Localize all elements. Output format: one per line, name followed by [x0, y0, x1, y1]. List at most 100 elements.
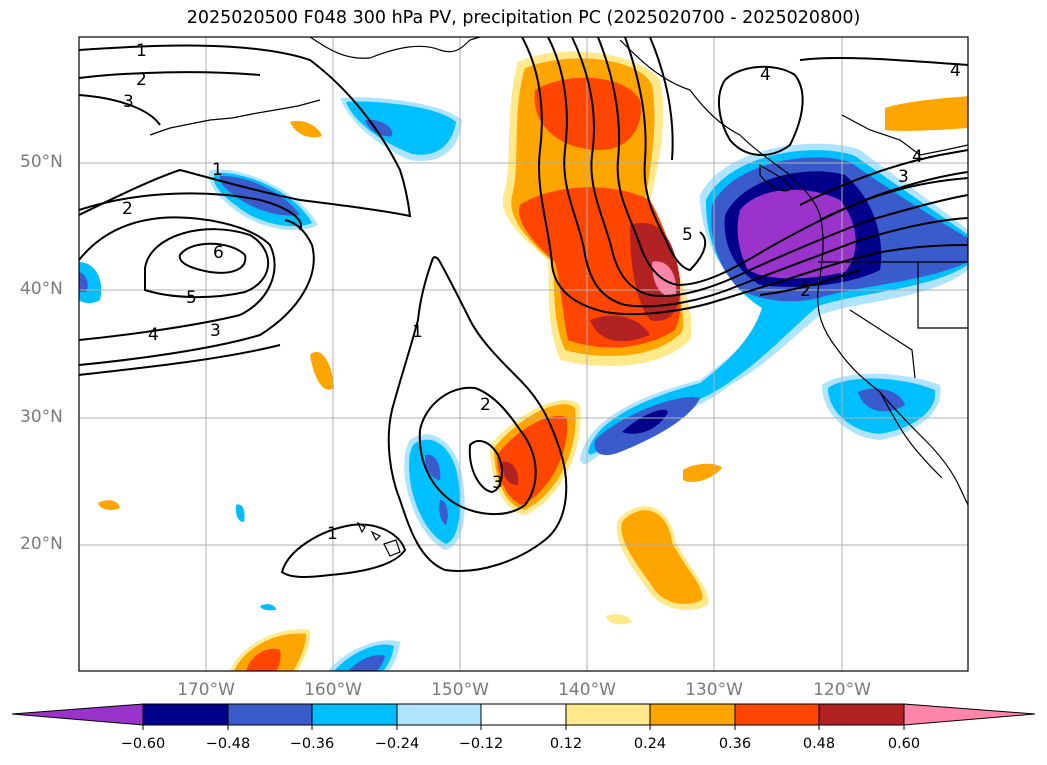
colorbar-tick-label: −0.36 [289, 736, 335, 752]
pv-contour-4-ne-b [799, 56, 969, 66]
alaska-coast [309, 36, 481, 59]
precip-shading [79, 51, 968, 671]
lat-label-40n: 40°N [20, 279, 63, 299]
colorbar-tick-label: 0.12 [549, 736, 583, 752]
colorbar-tick-label: −0.60 [120, 736, 166, 752]
contour-label: 4 [912, 147, 923, 167]
neg-pc-purple [737, 189, 856, 279]
pv-contour-1-south [280, 523, 407, 578]
colorbar-tick-label: −0.48 [205, 736, 251, 752]
pv-contour-1-central [387, 256, 568, 572]
colorbar [11, 703, 1036, 730]
pv-contour-2-central [418, 386, 537, 516]
colorbar-tick-label: 0.24 [633, 736, 667, 752]
pv-contour-6 [178, 242, 247, 274]
colorbar-tick-label: 0.36 [718, 736, 752, 752]
pv-contour-5 [144, 228, 270, 299]
neg-pc-sub-royal [425, 454, 441, 480]
contour-label: 5 [682, 225, 693, 245]
colorbar-tick-label: −0.24 [374, 736, 420, 752]
gridlines [79, 37, 968, 671]
neg-pc-sub-royal2 [439, 500, 448, 525]
lon-label-120w: 120°W [813, 680, 871, 700]
pos-pc-small-orange [683, 463, 722, 482]
contour-label: 2 [480, 395, 491, 415]
colorbar-segment [480, 703, 567, 726]
lon-label-170w: 170°W [177, 680, 235, 700]
pos-pc-blob-b [310, 351, 334, 390]
se-alaska-coast [619, 39, 821, 216]
contour-label: 3 [492, 473, 503, 493]
colorbar-tick-label: 0.60 [887, 736, 921, 752]
lat-label-30n: 30°N [20, 407, 63, 427]
canada-north-border [841, 114, 969, 156]
contour-label: 2 [122, 199, 133, 219]
pos-pc-se-orange [621, 510, 703, 604]
us-west-coast [817, 214, 969, 506]
neg-pc-blob-f [260, 604, 276, 611]
lon-label-140w: 140°W [558, 680, 616, 700]
pv-contour-jet-2 [547, 36, 969, 308]
lon-label-130w: 130°W [685, 680, 743, 700]
colorbar-segment [311, 703, 398, 726]
colorbar-segment [565, 703, 651, 726]
contour-label: 1 [136, 41, 147, 61]
contour-label: 1 [327, 524, 338, 544]
pv-contour-jet-1 [521, 36, 969, 316]
pv-contour-4 [78, 216, 276, 341]
colorbar-segment [396, 703, 482, 726]
pv-contour-2-west-b [78, 344, 281, 376]
neg-pc-navy-sw [622, 409, 668, 434]
pv-contour-1-nw [78, 44, 412, 218]
neg-pc-blob-e [235, 504, 245, 522]
bc-island [759, 163, 793, 192]
contour-label: 2 [136, 70, 147, 90]
precip-band-firebrick-south [590, 315, 650, 342]
pv-contour-jet-6 [649, 36, 674, 161]
pv-contour-2-east [759, 269, 861, 296]
contour-label: 3 [123, 92, 134, 112]
state-border-a [917, 262, 968, 329]
pos-pc-blob-c [98, 500, 120, 511]
colorbar-extend-left [11, 703, 144, 726]
pv-contour-3-nw [78, 94, 161, 126]
lat-label-50n: 50°N [20, 152, 63, 172]
neg-pc-west-edge [79, 262, 102, 304]
lat-label-20n: 20°N [20, 534, 63, 554]
pv-contour-4-ne [718, 65, 804, 157]
lon-label-150w: 150°W [431, 680, 489, 700]
neg-pc-bottom-royal [348, 654, 385, 671]
contour-label: 3 [210, 321, 221, 341]
baja-peninsula [879, 391, 943, 479]
contour-label: 3 [898, 167, 909, 187]
contour-label: 4 [950, 61, 961, 81]
pv-contours [78, 36, 969, 578]
pv-contour-3-east [819, 177, 969, 221]
pv-contour-jet-3 [571, 36, 969, 297]
pv-contour-3-central [468, 440, 503, 494]
contour-label: 5 [186, 288, 197, 308]
contour-label: 1 [212, 160, 223, 180]
neg-pc-west-edge-royal [79, 272, 88, 292]
pos-pc-sub-firebrick [502, 461, 519, 486]
pv-contour-2-west [78, 192, 302, 231]
pos-pc-ne-corner [885, 96, 968, 131]
plot-title: 2025020500 F048 300 hPa PV, precipitatio… [186, 8, 861, 28]
coastlines [149, 36, 969, 557]
colorbar-segment [734, 703, 820, 726]
contour-label: 2 [800, 281, 811, 301]
colorbar-segment [649, 703, 736, 726]
pos-pc-blob-d [606, 614, 632, 625]
colorbar-tick-label: 0.48 [802, 736, 836, 752]
pv-contour-3-west [78, 219, 315, 366]
contour-label: 1 [412, 322, 423, 342]
colorbar-segment [818, 703, 905, 726]
pv-contour-jet-5 [624, 36, 707, 272]
neg-pc-baja-royal [858, 388, 905, 412]
pos-pc-bottom-red [246, 648, 281, 671]
contour-label: 6 [213, 243, 224, 263]
neg-pc-goa-sky [346, 101, 456, 155]
contour-label: 4 [148, 325, 159, 345]
state-border-b [849, 309, 916, 379]
